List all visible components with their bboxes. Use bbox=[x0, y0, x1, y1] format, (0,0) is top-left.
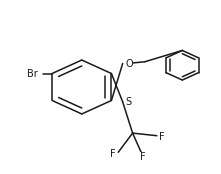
Text: Br: Br bbox=[27, 69, 38, 78]
Text: F: F bbox=[110, 149, 116, 159]
Text: F: F bbox=[159, 132, 165, 142]
Text: O: O bbox=[126, 58, 133, 69]
Text: S: S bbox=[126, 97, 132, 107]
Text: F: F bbox=[140, 152, 145, 163]
